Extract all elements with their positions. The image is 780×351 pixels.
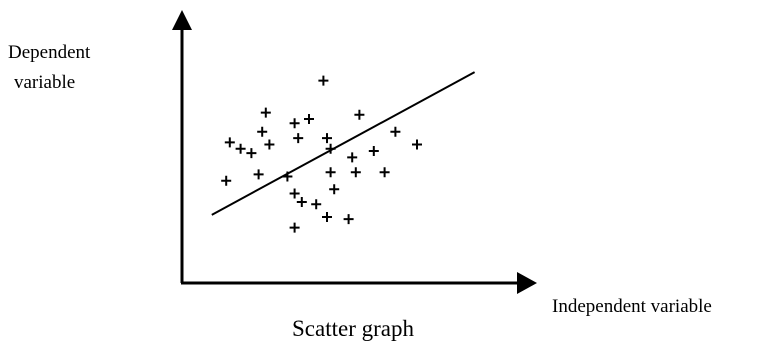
data-point <box>329 184 340 195</box>
data-point <box>318 75 329 86</box>
data-point <box>412 139 422 150</box>
data-point <box>311 199 322 210</box>
data-point <box>235 143 246 154</box>
y-axis-arrowhead <box>172 10 192 30</box>
y-axis-label-line-2: variable <box>14 72 76 93</box>
data-point <box>379 167 390 178</box>
data-point <box>246 148 257 159</box>
y-axis-label-line-1: Dependent <box>8 42 91 63</box>
data-point <box>289 222 300 233</box>
x-axis-arrowhead <box>517 272 537 294</box>
chart-title: Scatter graph <box>292 316 414 341</box>
data-point <box>325 167 336 178</box>
axes <box>172 10 537 294</box>
data-point <box>221 175 232 186</box>
data-point <box>260 107 271 118</box>
data-point <box>322 211 332 222</box>
data-point <box>289 188 300 199</box>
data-point <box>264 139 275 150</box>
y-axis-label: Dependent variable <box>8 38 178 98</box>
data-point <box>282 171 293 182</box>
data-point <box>289 118 300 129</box>
data-point <box>293 133 304 144</box>
data-point <box>368 145 379 156</box>
data-point <box>390 126 401 137</box>
data-point <box>322 133 332 144</box>
data-point <box>350 167 361 178</box>
trend-line <box>211 71 476 216</box>
x-axis-label: Independent variable <box>552 296 712 317</box>
data-point <box>224 137 235 148</box>
data-point <box>304 113 314 124</box>
data-marks <box>211 71 476 233</box>
data-point <box>354 109 365 120</box>
data-point <box>296 197 307 208</box>
data-point <box>347 152 358 163</box>
data-point <box>257 126 268 137</box>
data-point <box>325 143 336 154</box>
data-point <box>253 169 264 180</box>
data-point <box>343 214 354 225</box>
